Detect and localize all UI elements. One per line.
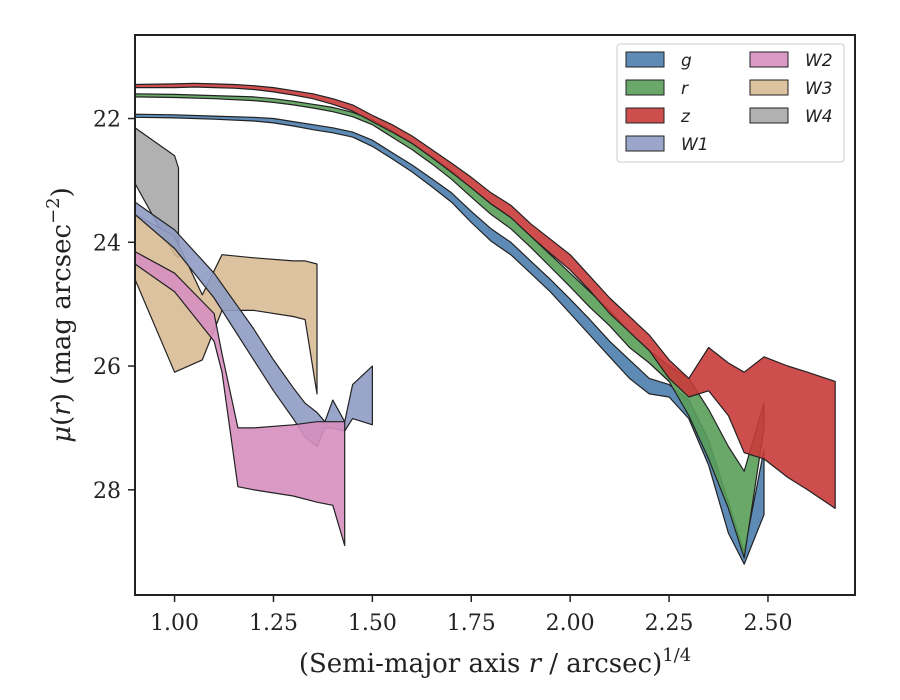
legend-swatch-w2 [749,51,789,68]
legend-box [616,43,845,163]
legend-label-r: r [681,79,689,99]
legend-label-w3: W3 [805,79,833,99]
legend-label-w1: W1 [681,135,709,155]
data-bands [135,82,836,565]
plot-frame [134,34,856,596]
legend-swatch-w3 [749,79,789,96]
x-tick-label: 2.00 [546,611,595,636]
x-axis-label: (Semi-major axis r / arcsec)1/4 [299,645,691,679]
y-tick-label: 28 [93,479,121,504]
legend-swatch-r [625,79,665,96]
legend-swatch-g [625,51,665,68]
legend: grz W1 W2 W3 W4 [616,43,845,163]
y-tick-label: 26 [93,355,121,380]
x-tick-label: 1.75 [447,611,496,636]
x-axis-ticks: 1.00 1.25 1.50 1.75 2.00 2.25 2.50 [150,595,792,636]
x-tick-label: 2.50 [743,611,792,636]
y-axis-ticks: 22 24 26 28 [93,108,135,504]
band-w2 [135,251,346,547]
legend-swatch-z [625,107,665,124]
band-g [135,113,765,565]
band-w1 [135,201,373,448]
legend-label-w4: W4 [805,107,833,127]
x-tick-label: 1.25 [249,611,298,636]
legend-label-z: z [680,107,691,127]
x-tick-label: 1.00 [150,611,199,636]
y-tick-label: 22 [93,108,121,133]
legend-label-w2: W2 [805,51,833,71]
legend-swatch-w1 [625,135,665,152]
y-tick-label: 24 [93,231,121,256]
legend-label-g: g [681,51,692,71]
band-z [135,82,836,509]
y-axis-label: μ(r) (mag arcsec−2) [43,187,77,443]
legend-swatch-w4 [749,107,789,124]
x-tick-label: 2.25 [645,611,694,636]
x-tick-label: 1.50 [348,611,397,636]
